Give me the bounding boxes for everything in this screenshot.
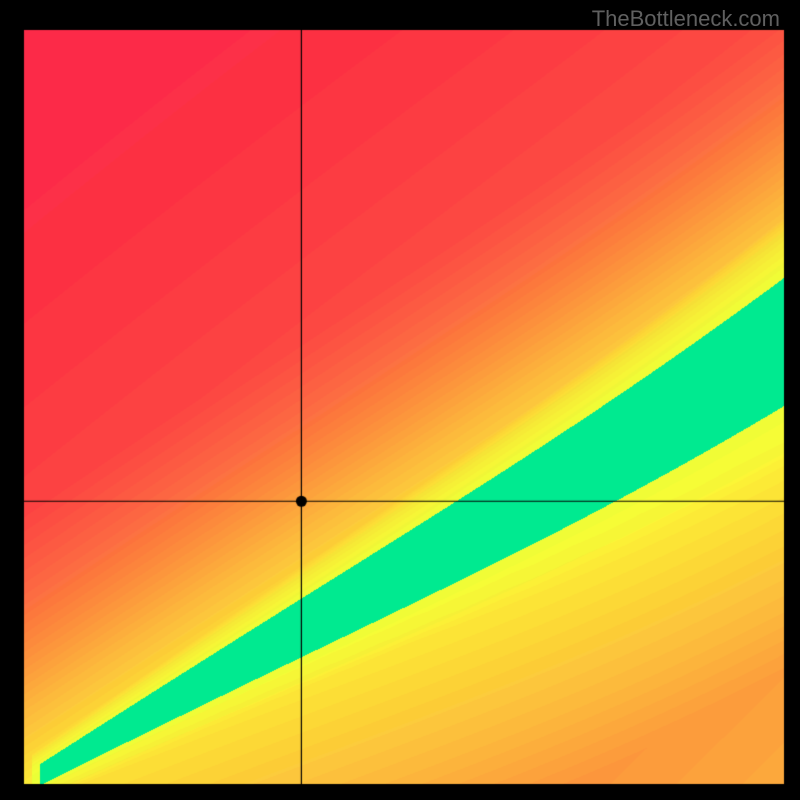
watermark-text: TheBottleneck.com	[592, 6, 780, 32]
chart-container: TheBottleneck.com	[0, 0, 800, 800]
heatmap-canvas	[0, 0, 800, 800]
